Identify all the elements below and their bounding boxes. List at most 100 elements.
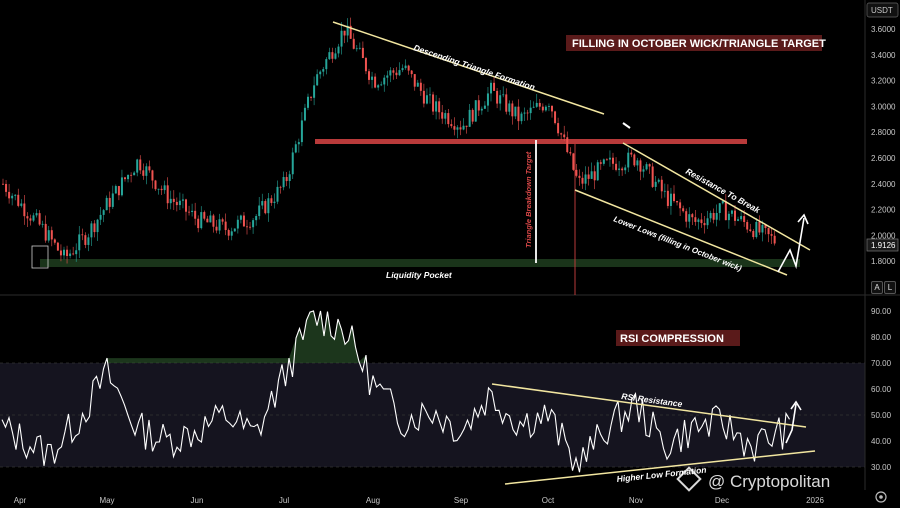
candle-body bbox=[761, 224, 764, 233]
candle-body bbox=[288, 174, 291, 182]
candle-body bbox=[380, 84, 383, 86]
candle-body bbox=[700, 219, 703, 224]
candle-body bbox=[105, 197, 108, 211]
candle-body bbox=[142, 170, 145, 176]
candle-body bbox=[279, 186, 282, 188]
candle-body bbox=[99, 214, 102, 220]
rsi-overbought-fill bbox=[107, 311, 366, 363]
currency-box[interactable] bbox=[866, 2, 899, 18]
candle-body bbox=[20, 203, 23, 206]
candle-body bbox=[551, 105, 553, 112]
candle-body bbox=[618, 168, 621, 170]
candle-body bbox=[444, 113, 447, 119]
candle-body bbox=[621, 168, 624, 171]
candle-body bbox=[566, 137, 569, 153]
rsi-banner: RSI COMPRESSION bbox=[620, 333, 724, 345]
candle-body bbox=[5, 183, 8, 192]
rsi-tick-label: 40.00 bbox=[871, 437, 892, 446]
candle-body bbox=[691, 214, 694, 218]
candle-body bbox=[612, 157, 614, 164]
candle-body bbox=[392, 70, 395, 73]
candle-body bbox=[87, 237, 90, 245]
binance-logo-icon bbox=[676, 466, 702, 492]
trendlines bbox=[332, 21, 816, 485]
candle-body bbox=[520, 113, 523, 122]
candle-body bbox=[596, 162, 599, 181]
candle-body bbox=[200, 212, 203, 229]
candle-body bbox=[508, 103, 511, 112]
candle-body bbox=[181, 199, 184, 201]
candle-body bbox=[630, 152, 633, 155]
descending-triangle-line bbox=[332, 21, 605, 115]
candle-body bbox=[718, 203, 721, 213]
candle-body bbox=[697, 219, 700, 222]
candle-body bbox=[560, 133, 563, 135]
auto-scale-button[interactable]: A bbox=[871, 281, 883, 294]
candle-body bbox=[666, 190, 669, 206]
candle-body bbox=[435, 101, 438, 112]
candle-body bbox=[258, 205, 261, 217]
candle-body bbox=[56, 242, 59, 251]
candle-body bbox=[14, 194, 17, 196]
candle-body bbox=[477, 100, 480, 111]
time-tick-label: Dec bbox=[715, 496, 729, 505]
candle-body bbox=[538, 102, 541, 107]
candle-body bbox=[331, 52, 334, 59]
candle-body bbox=[163, 185, 166, 191]
candle-body bbox=[602, 159, 605, 164]
candle-body bbox=[59, 250, 62, 256]
candle-body bbox=[740, 216, 743, 220]
candle-body bbox=[270, 198, 273, 203]
settings-gear-icon[interactable] bbox=[875, 491, 887, 503]
candle-body bbox=[703, 223, 706, 226]
log-scale-button[interactable]: L bbox=[884, 281, 896, 294]
candle-body bbox=[584, 174, 587, 184]
watermark: @ Cryptopolitan bbox=[676, 466, 830, 492]
candle-body bbox=[712, 212, 715, 220]
rsi-tick-label: 80.00 bbox=[871, 333, 892, 342]
candle-body bbox=[447, 113, 450, 125]
candle-body bbox=[188, 211, 191, 213]
price-tick-label: 2.2000 bbox=[871, 206, 896, 215]
candle-body bbox=[575, 169, 578, 176]
candle-body bbox=[264, 201, 267, 214]
candle-body bbox=[419, 82, 422, 91]
liquidity-pocket-zone bbox=[40, 259, 800, 267]
candle-body bbox=[53, 239, 56, 243]
resistance-line bbox=[622, 142, 811, 251]
price-tick-label: 2.0000 bbox=[871, 231, 896, 240]
time-tick-label: Apr bbox=[14, 496, 27, 505]
candle-body bbox=[383, 77, 386, 85]
candle-body bbox=[657, 179, 660, 182]
candle-body bbox=[706, 218, 709, 226]
candle-body bbox=[157, 188, 160, 190]
candle-body bbox=[175, 201, 178, 206]
rsi-tick-label: 90.00 bbox=[871, 307, 892, 316]
candle-body bbox=[212, 215, 215, 227]
rsi-projection-arrow bbox=[785, 403, 797, 444]
candle-body bbox=[282, 177, 285, 188]
candle-body bbox=[615, 163, 618, 170]
candle-body bbox=[374, 76, 377, 88]
candle-body bbox=[334, 53, 337, 59]
candle-body bbox=[197, 218, 200, 229]
candle-body bbox=[651, 166, 654, 187]
candle-body bbox=[294, 144, 297, 153]
time-tick-label: Nov bbox=[629, 496, 643, 505]
candle-body bbox=[529, 107, 532, 114]
candle-body bbox=[636, 160, 639, 166]
candle-body bbox=[480, 108, 483, 111]
candle-body bbox=[358, 47, 361, 49]
candle-body bbox=[694, 217, 697, 222]
candle-body bbox=[633, 154, 636, 166]
rsi-tick-label: 30.00 bbox=[871, 463, 892, 472]
candle-body bbox=[72, 253, 75, 255]
candle-body bbox=[313, 85, 316, 98]
candle-body bbox=[44, 223, 47, 241]
banner-top: FILLING IN OCTOBER WICK/TRIANGLE TARGET bbox=[572, 38, 826, 50]
candle-body bbox=[47, 230, 50, 241]
candle-body bbox=[438, 101, 441, 113]
rsi-banner-bg bbox=[616, 330, 740, 346]
candle-body bbox=[563, 134, 566, 138]
candle-body bbox=[535, 102, 538, 107]
